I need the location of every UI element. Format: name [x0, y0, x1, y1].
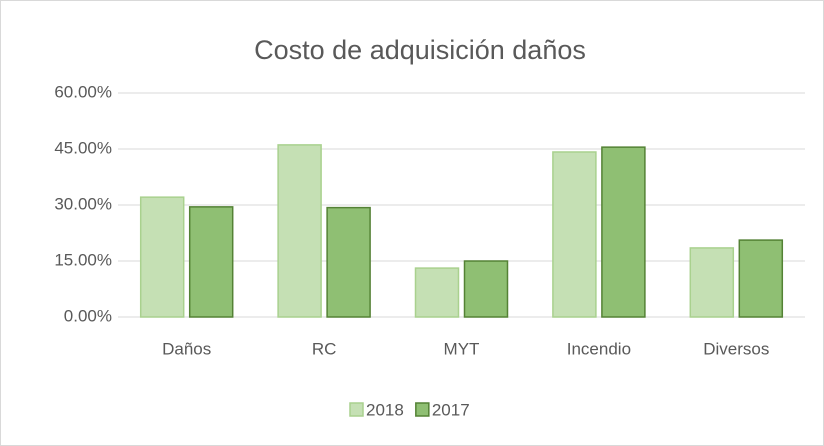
bar	[463, 260, 509, 318]
x-tick-label: MYT	[444, 339, 480, 358]
x-tick-label: RC	[312, 339, 337, 358]
bar	[277, 144, 322, 318]
bar	[552, 151, 597, 318]
y-tick-label: 45.00%	[54, 138, 112, 157]
y-tick-label: 60.00%	[54, 82, 112, 101]
bar	[139, 196, 185, 318]
y-tick-label: 30.00%	[54, 194, 112, 213]
legend-swatch	[415, 402, 430, 417]
bar	[188, 206, 234, 318]
bar	[414, 267, 460, 318]
x-tick-label: Incendio	[567, 339, 631, 358]
bar	[601, 146, 646, 318]
legend-label: 2017	[432, 400, 470, 419]
y-tick-label: 15.00%	[54, 250, 112, 269]
chart-title: Costo de adquisición daños	[254, 35, 586, 65]
y-tick-label: 0.00%	[64, 306, 112, 325]
legend-label: 2018	[366, 400, 404, 419]
bar	[738, 239, 784, 318]
bar	[326, 206, 371, 318]
x-tick-label: Daños	[162, 339, 211, 358]
bar	[689, 247, 735, 318]
legend-swatch	[349, 402, 364, 417]
x-tick-label: Diversos	[703, 339, 769, 358]
